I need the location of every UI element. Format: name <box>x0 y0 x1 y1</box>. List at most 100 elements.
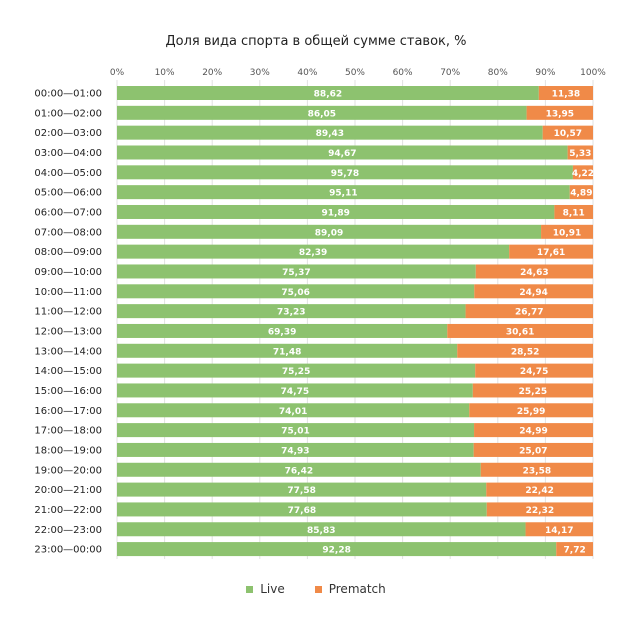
bar-prematch[interactable] <box>567 145 593 160</box>
x-tick-label: 60% <box>393 68 413 78</box>
x-tick-label: 40% <box>297 68 317 78</box>
bar-prematch[interactable] <box>541 224 593 239</box>
x-tick-label: 70% <box>440 68 460 78</box>
data-label: 94,67 <box>328 149 356 159</box>
bar-prematch[interactable] <box>447 323 593 338</box>
bar-live[interactable] <box>117 462 481 477</box>
data-label: 17,61 <box>537 248 565 258</box>
data-label: 92,28 <box>322 546 350 556</box>
bar-prematch[interactable] <box>526 105 593 120</box>
bar-live[interactable] <box>117 323 448 338</box>
category-label: 07:00—08:00 <box>34 227 102 238</box>
bar-live[interactable] <box>117 86 539 100</box>
bar-live[interactable] <box>117 442 474 457</box>
bar-live[interactable] <box>117 304 466 319</box>
bar-prematch[interactable] <box>474 284 593 299</box>
data-label: 89,09 <box>315 228 343 238</box>
bar-live[interactable] <box>117 423 475 438</box>
bar-live[interactable] <box>117 125 543 140</box>
data-label: 26,77 <box>515 308 543 318</box>
bar-prematch[interactable] <box>509 244 593 259</box>
bar-live[interactable] <box>117 383 473 398</box>
x-tick-label: 100% <box>580 68 606 78</box>
category-label: 00:00—01:00 <box>34 89 102 100</box>
bar-prematch[interactable] <box>572 165 593 180</box>
category-label: 08:00—09:00 <box>34 247 102 258</box>
bar-prematch[interactable] <box>486 502 593 517</box>
bar-prematch[interactable] <box>525 522 593 537</box>
bar-prematch[interactable] <box>480 462 593 477</box>
data-label: 82,39 <box>299 248 327 258</box>
category-label: 21:00—22:00 <box>34 505 102 516</box>
chart-legend: Live Prematch <box>0 582 632 596</box>
bar-prematch[interactable] <box>554 204 593 219</box>
bar-live[interactable] <box>117 244 510 259</box>
bar-live[interactable] <box>117 284 475 299</box>
data-label: 73,23 <box>277 308 305 318</box>
bar-live[interactable] <box>117 185 570 200</box>
bar-live[interactable] <box>117 542 557 557</box>
bar-live[interactable] <box>117 482 487 497</box>
data-label: 7,72 <box>564 546 586 556</box>
data-label: 8,11 <box>563 208 585 218</box>
bar-prematch[interactable] <box>542 125 593 140</box>
legend-item-live[interactable]: Live <box>246 582 285 596</box>
data-label: 86,05 <box>308 109 336 119</box>
data-label: 88,62 <box>314 90 342 100</box>
category-label: 16:00—17:00 <box>34 406 102 417</box>
bar-live[interactable] <box>117 224 542 239</box>
legend-item-prematch[interactable]: Prematch <box>314 582 386 596</box>
bar-prematch[interactable] <box>486 482 593 497</box>
data-label: 4,89 <box>570 189 592 199</box>
bar-live[interactable] <box>117 105 527 120</box>
bar-prematch[interactable] <box>473 442 593 457</box>
bar-live[interactable] <box>117 204 555 219</box>
x-tick-label: 30% <box>250 68 270 78</box>
bar-prematch[interactable] <box>472 383 593 398</box>
data-label: 10,57 <box>554 129 582 139</box>
data-label: 89,43 <box>316 129 344 139</box>
bar-live[interactable] <box>117 502 487 517</box>
data-label: 91,89 <box>321 208 349 218</box>
chart-title: Доля вида спорта в общей сумме ставок, % <box>165 34 467 49</box>
bar-live[interactable] <box>117 403 470 418</box>
data-label: 75,01 <box>281 427 309 437</box>
category-label: 04:00—05:00 <box>34 168 102 179</box>
data-label: 74,01 <box>279 407 307 417</box>
bar-live[interactable] <box>117 145 568 160</box>
bar-prematch[interactable] <box>538 86 593 100</box>
bar-live[interactable] <box>117 165 573 180</box>
bar-live[interactable] <box>117 522 526 537</box>
bar-prematch[interactable] <box>556 542 593 557</box>
bar-prematch[interactable] <box>457 343 593 358</box>
x-tick-label: 80% <box>488 68 508 78</box>
data-label: 24,63 <box>520 268 548 278</box>
category-label: 17:00—18:00 <box>34 426 102 437</box>
data-label: 76,42 <box>285 466 313 476</box>
category-label: 01:00—02:00 <box>34 108 102 119</box>
x-tick-label: 0% <box>110 68 125 78</box>
bar-prematch[interactable] <box>569 185 593 200</box>
bar-prematch[interactable] <box>465 304 593 319</box>
bar-prematch[interactable] <box>475 363 593 378</box>
data-label: 10,91 <box>553 228 581 238</box>
data-label: 4,22 <box>572 169 594 179</box>
data-label: 22,32 <box>526 506 554 516</box>
bar-live[interactable] <box>117 343 458 358</box>
category-label: 22:00—23:00 <box>34 525 102 536</box>
data-label: 25,07 <box>519 446 547 456</box>
data-label: 75,06 <box>281 288 309 298</box>
bar-live[interactable] <box>117 264 476 279</box>
bar-live[interactable] <box>117 363 476 378</box>
bar-prematch[interactable] <box>475 264 593 279</box>
data-label: 75,37 <box>282 268 310 278</box>
bar-prematch[interactable] <box>474 423 593 438</box>
bar-prematch[interactable] <box>469 403 593 418</box>
x-tick-label: 90% <box>535 68 555 78</box>
data-label: 25,99 <box>517 407 545 417</box>
data-label: 77,58 <box>287 486 315 496</box>
data-label: 30,61 <box>506 327 534 337</box>
category-label: 13:00—14:00 <box>34 346 102 357</box>
